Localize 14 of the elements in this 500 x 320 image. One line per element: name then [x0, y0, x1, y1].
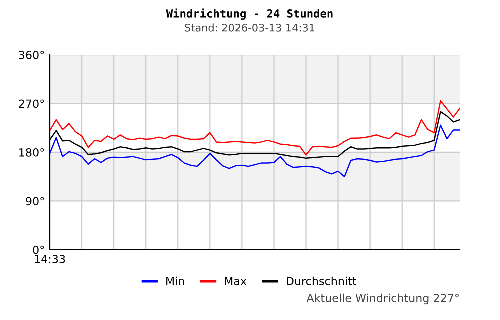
x-tick-label: 14:33 — [35, 254, 66, 264]
y-tick-label: 0° — [33, 246, 44, 254]
y-tick-label: 270° — [19, 100, 44, 108]
y-tick-label: 360° — [19, 51, 44, 60]
legend-label: Max — [225, 277, 247, 286]
chart-title: Windrichtung - 24 Stunden — [166, 8, 333, 20]
y-tick-label: 90° — [26, 197, 44, 206]
text: Aktuelle Windrichtung 227° — [306, 294, 459, 305]
line-series — [50, 100, 460, 156]
y-tick-label: 180° — [20, 148, 44, 157]
legend-label: Durchschnitt — [287, 276, 357, 286]
line-series — [50, 124, 460, 178]
legend-label: Min — [166, 276, 184, 286]
chart-subtitle: Stand: 2026-03-13 14:31 — [185, 24, 315, 32]
